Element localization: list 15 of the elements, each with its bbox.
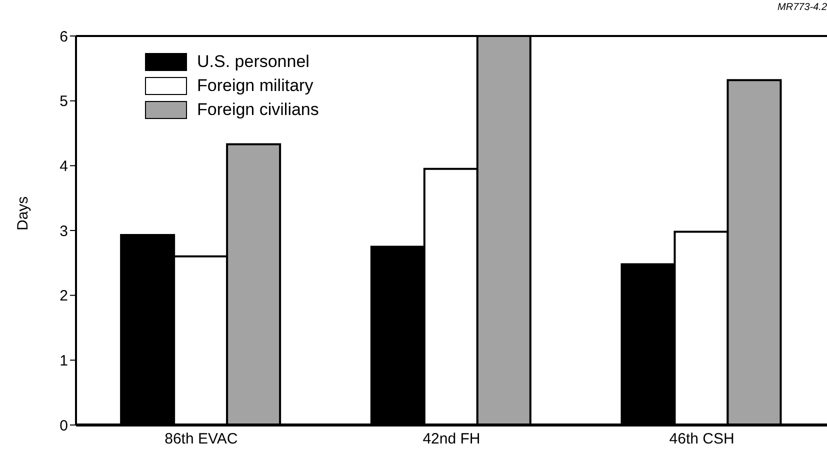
y-tick-label: 3 bbox=[60, 222, 68, 240]
y-tick-label: 4 bbox=[60, 158, 68, 175]
y-tick-label: 6 bbox=[60, 28, 68, 46]
y-tick-label: 2 bbox=[60, 288, 68, 305]
legend-label: U.S. personnel bbox=[197, 52, 310, 72]
y-tick-label: 0 bbox=[60, 417, 68, 434]
y-tick-label: 5 bbox=[60, 93, 68, 110]
legend-label: Foreign military bbox=[197, 76, 314, 96]
text: MR773-4.2 bbox=[778, 2, 827, 13]
x-tick-label: 42nd FH bbox=[422, 430, 480, 448]
legend-label: Foreign civilians bbox=[197, 100, 319, 120]
x-tick-label: 86th EVAC bbox=[164, 430, 238, 448]
x-tick-label: 46th CSH bbox=[669, 430, 734, 448]
y-tick-label: 1 bbox=[60, 352, 68, 370]
y-axis-title: Days bbox=[14, 196, 32, 230]
